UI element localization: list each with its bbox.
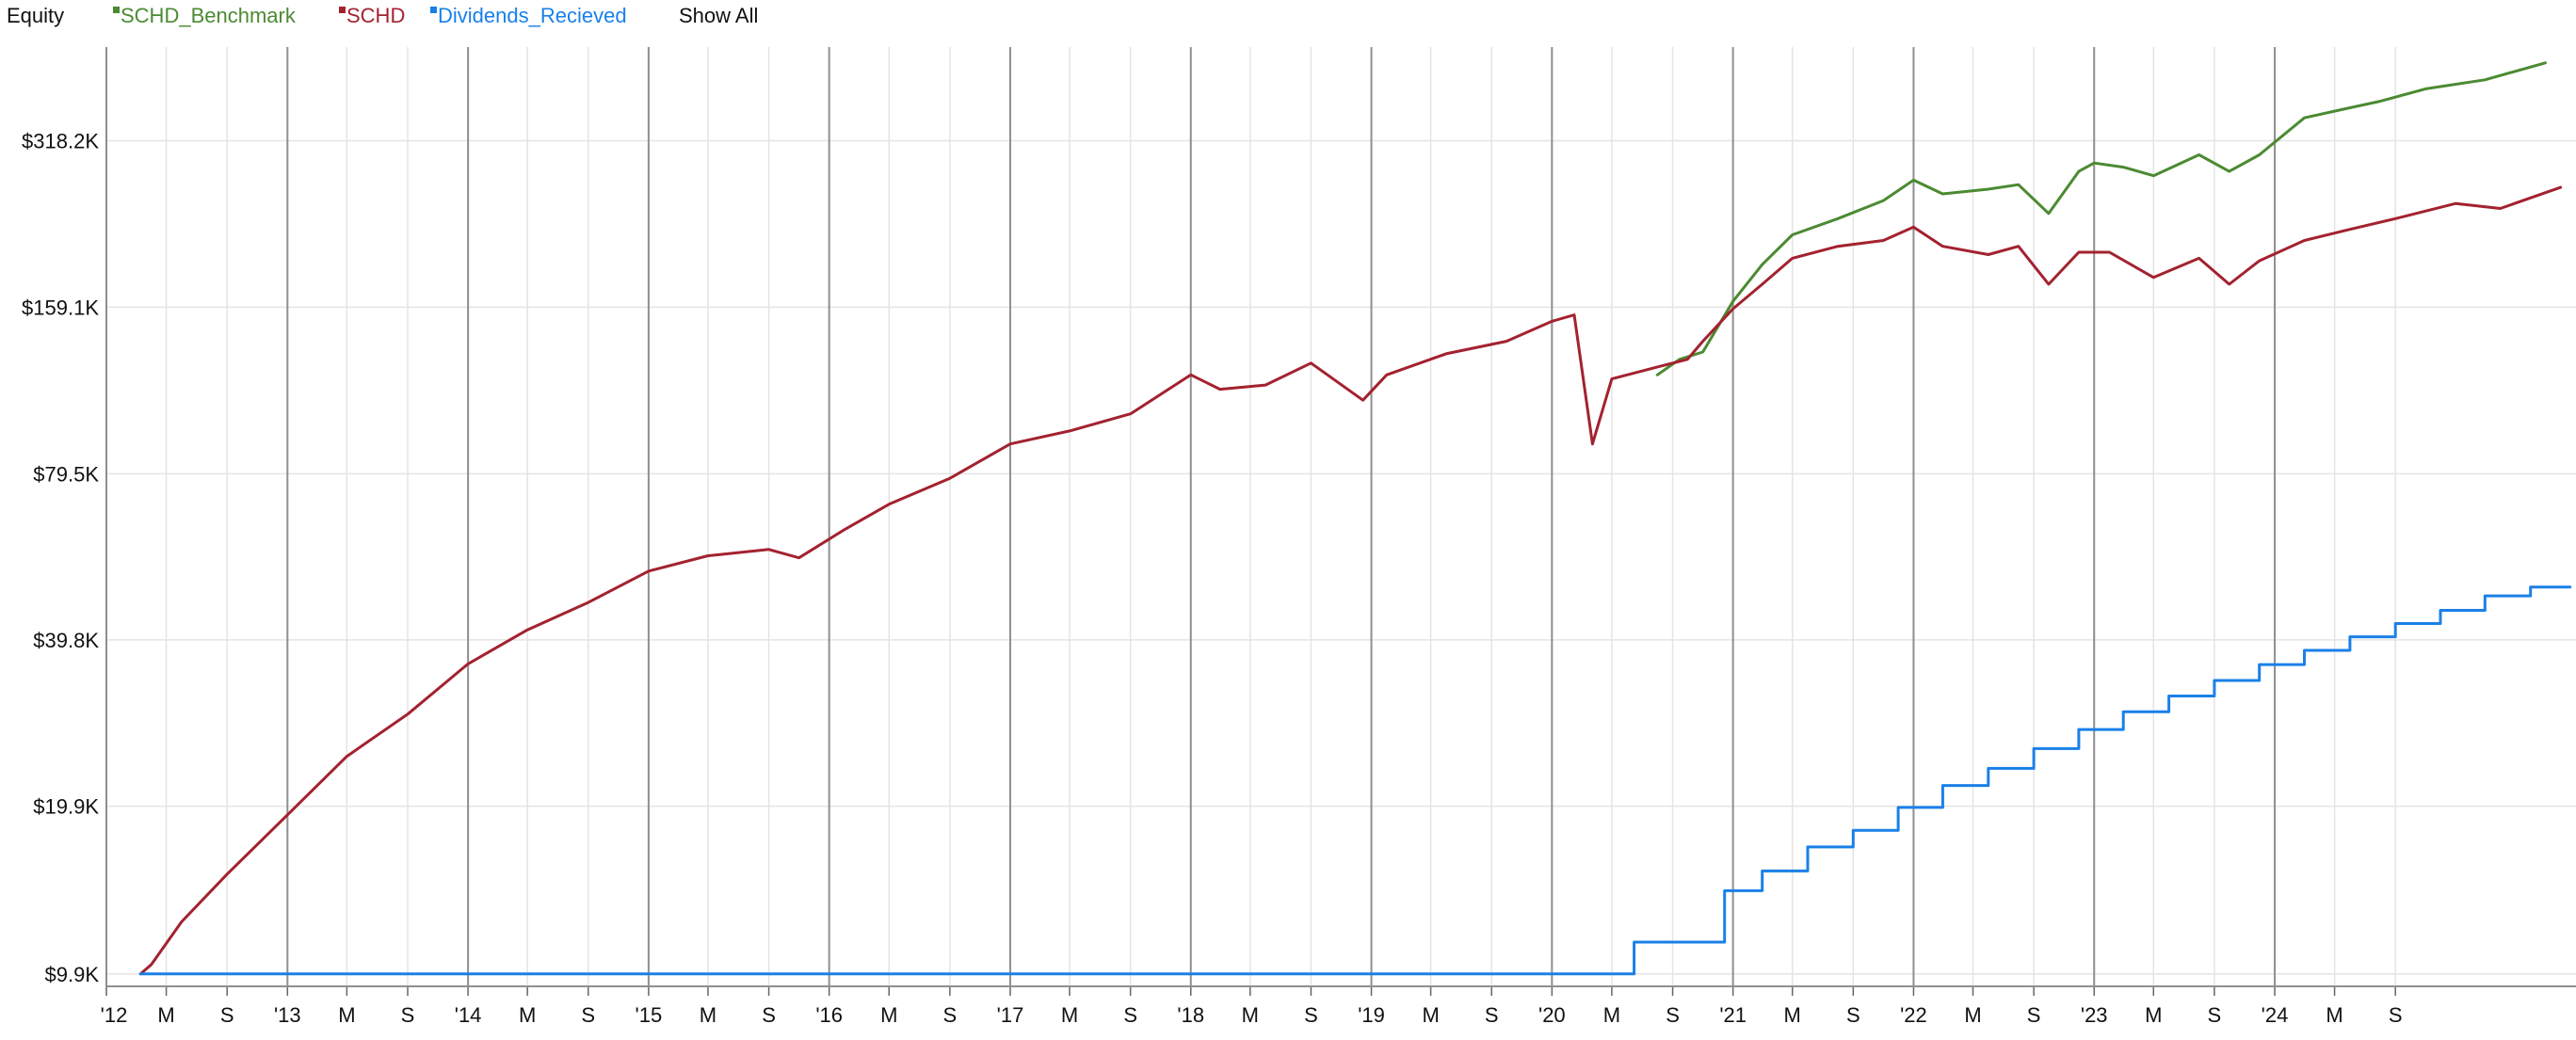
series-lines	[138, 61, 2572, 976]
x-tick-label: S	[1666, 1003, 1680, 1027]
x-tick-label: '18	[1177, 1003, 1204, 1027]
legend-label-dividends-recieved: Dividends_Recieved	[438, 4, 627, 27]
x-tick-label: '23	[2081, 1003, 2108, 1027]
x-tick-label: S	[762, 1003, 776, 1027]
y-axis-labels: $9.9K $19.9K $39.8K $79.5K $159.1K $318.2K	[22, 130, 99, 986]
x-tick-label: M	[338, 1003, 355, 1027]
x-tick-label: S	[2208, 1003, 2222, 1027]
x-tick-label: M	[1603, 1003, 1620, 1027]
x-tick-label: S	[1123, 1003, 1137, 1027]
y-tick-label: $318.2K	[22, 130, 99, 153]
legend-item-schd-benchmark[interactable]: SCHD_Benchmark	[113, 4, 296, 28]
x-tick-label: M	[1061, 1003, 1078, 1027]
x-tick-label: S	[220, 1003, 234, 1027]
legend-label-schd-benchmark: SCHD_Benchmark	[121, 4, 296, 27]
x-tick-label: '13	[274, 1003, 301, 1027]
x-tick-label: M	[880, 1003, 897, 1027]
x-tick-label: '20	[1538, 1003, 1566, 1027]
x-tick-label: '21	[1719, 1003, 1747, 1027]
x-tick-label: '24	[2262, 1003, 2289, 1027]
chart-title: Equity	[7, 4, 65, 27]
x-tick-label: M	[700, 1003, 716, 1027]
y-tick-label: $79.5K	[33, 462, 99, 486]
x-tick-label: S	[943, 1003, 958, 1027]
legend-swatch-schd-benchmark	[113, 7, 120, 13]
x-tick-label: S	[1846, 1003, 1860, 1027]
x-tick-label: S	[581, 1003, 595, 1027]
series-line-dividends-recieved	[138, 585, 2572, 976]
x-tick-label: S	[1304, 1003, 1318, 1027]
series-line-schd	[138, 185, 2563, 976]
x-tick-label: '16	[815, 1003, 843, 1027]
x-tick-label: M	[1422, 1003, 1439, 1027]
x-tick-label: '22	[1900, 1003, 1927, 1027]
x-tick-label: M	[2326, 1003, 2343, 1027]
x-tick-label: M	[1784, 1003, 1801, 1027]
x-tick-label: S	[2389, 1003, 2403, 1027]
x-tick-label: '12	[101, 1003, 128, 1027]
x-tick-label: S	[1485, 1003, 1499, 1027]
y-tick-label: $159.1K	[22, 296, 99, 319]
x-tick-label: M	[1964, 1003, 1981, 1027]
legend-item-dividends-recieved[interactable]: Dividends_Recieved	[430, 4, 627, 28]
legend-label-schd: SCHD	[346, 4, 406, 27]
legend-item-schd[interactable]: SCHD	[339, 4, 405, 28]
y-tick-label: $9.9K	[45, 963, 100, 986]
series-line-schd-benchmark	[1655, 61, 2547, 376]
grid	[106, 47, 2576, 986]
x-tick-label: '14	[455, 1003, 482, 1027]
x-tick-label: '17	[997, 1003, 1024, 1027]
y-tick-label: $39.8K	[33, 629, 99, 652]
x-tick-label: M	[2145, 1003, 2162, 1027]
x-tick-label: M	[519, 1003, 536, 1027]
x-tick-label: '15	[636, 1003, 663, 1027]
x-tick-label: M	[157, 1003, 174, 1027]
axes	[105, 47, 2576, 996]
y-tick-label: $19.9K	[33, 795, 99, 819]
legend: Equity SCHD_Benchmark SCHD Dividends_Rec…	[0, 0, 2576, 34]
x-tick-label: S	[2027, 1003, 2041, 1027]
x-tick-label: S	[401, 1003, 415, 1027]
x-tick-label: '19	[1358, 1003, 1385, 1027]
x-axis-labels: '12 M S '13 M S '14 M S '15 M S '16 M S '17 M S '18 M S '19 M S…	[101, 1003, 2403, 1027]
legend-swatch-dividends-recieved	[430, 7, 437, 13]
x-tick-label: M	[1242, 1003, 1259, 1027]
legend-swatch-schd	[339, 7, 346, 13]
show-all-button[interactable]: Show All	[679, 4, 759, 27]
